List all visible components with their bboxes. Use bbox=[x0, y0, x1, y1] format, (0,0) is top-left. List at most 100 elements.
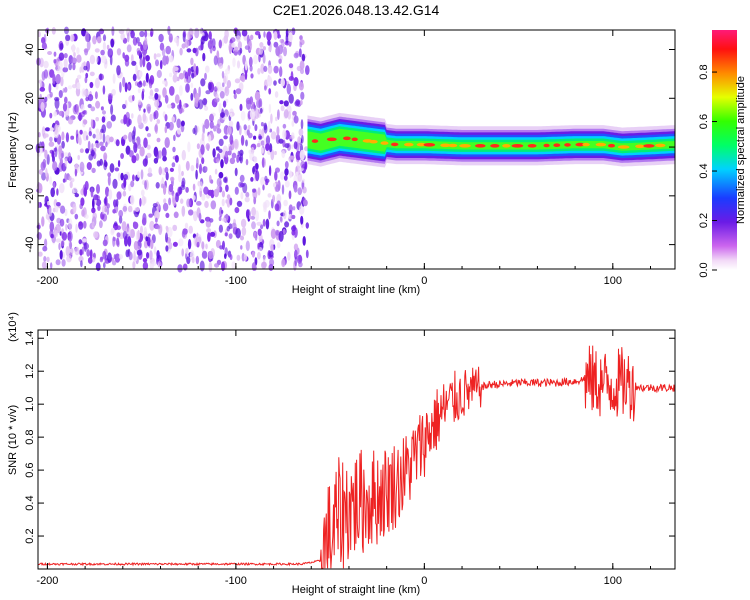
y-tick-label: 1.0 bbox=[24, 397, 36, 412]
spectrogram-cell bbox=[224, 68, 231, 75]
spectrogram-cell bbox=[49, 221, 55, 232]
spectrogram-cell bbox=[102, 85, 106, 95]
spectrogram-cell bbox=[182, 31, 186, 43]
spectrogram-cell bbox=[188, 225, 193, 234]
spectrogram-cell bbox=[276, 126, 280, 136]
spectrogram-cell bbox=[187, 67, 191, 77]
spectrogram-cell bbox=[112, 73, 116, 84]
spectrogram-cell bbox=[295, 150, 302, 161]
spectrogram-cell bbox=[209, 218, 214, 223]
spectrogram-cell bbox=[216, 123, 220, 130]
spectrogram-cell bbox=[64, 96, 68, 104]
spectrogram-cell bbox=[169, 86, 175, 96]
spectrogram-cell bbox=[153, 53, 157, 60]
spectrogram-cell bbox=[178, 172, 182, 183]
spectrogram-cell bbox=[112, 237, 116, 242]
spectrogram-cell bbox=[205, 65, 210, 73]
spectrogram-cell bbox=[214, 168, 218, 175]
spectrogram-cell bbox=[106, 44, 110, 50]
spectrogram-cell bbox=[242, 54, 246, 65]
spectrogram-cell bbox=[280, 171, 285, 180]
spectrogram-cell bbox=[145, 126, 149, 132]
spectrogram-cell bbox=[173, 199, 176, 205]
spectrogram-cell bbox=[78, 255, 84, 263]
spectrogram-cell bbox=[304, 146, 309, 152]
spectrogram-cell bbox=[168, 121, 174, 131]
spectrogram-cell bbox=[265, 135, 271, 146]
spectrogram-cell bbox=[176, 127, 182, 135]
spectrogram-cell bbox=[222, 82, 225, 88]
spectrogram-cell bbox=[267, 39, 271, 46]
spectrogram-cell bbox=[95, 143, 100, 149]
spectrogram-cell bbox=[262, 255, 266, 264]
spectrogram-cell bbox=[202, 124, 205, 135]
spectrogram-cell bbox=[139, 146, 145, 157]
spectrogram-cell bbox=[246, 99, 252, 110]
spectrogram-cell bbox=[65, 132, 69, 143]
spectrogram-cell bbox=[225, 184, 229, 192]
spectrogram-cell bbox=[65, 34, 71, 41]
spectrogram-hotspot bbox=[326, 137, 337, 142]
y-tick-label: 0.8 bbox=[24, 429, 36, 444]
spectrogram-cell bbox=[120, 119, 125, 124]
spectrogram-cell bbox=[126, 44, 132, 53]
spectrogram-cell bbox=[231, 152, 237, 159]
spectrogram-cell bbox=[111, 88, 116, 96]
colorbar-tick-label: 0.8 bbox=[698, 64, 710, 79]
spectrogram-cell bbox=[201, 35, 206, 41]
spectrogram-cell bbox=[72, 203, 77, 214]
spectrogram-hotspot bbox=[502, 144, 511, 148]
spectrogram-hotspot bbox=[391, 142, 399, 147]
spectrogram-cell bbox=[107, 172, 112, 178]
spectrogram-cell bbox=[98, 28, 105, 35]
spectrogram-cell bbox=[221, 198, 225, 207]
spectrogram-cell bbox=[43, 256, 47, 262]
spectrogram-cell bbox=[200, 144, 205, 155]
spectrogram-cell bbox=[221, 190, 225, 198]
spectrogram-cell bbox=[245, 191, 250, 198]
spectrogram-cell bbox=[162, 202, 169, 212]
spectrogram-cell bbox=[185, 83, 190, 93]
spectrogram-cell bbox=[258, 135, 263, 140]
spectrogram-cell bbox=[158, 150, 162, 159]
spectrogram-cell bbox=[148, 213, 153, 218]
spectrogram-cell bbox=[55, 83, 59, 90]
spectrogram-cell bbox=[299, 35, 303, 41]
spectrogram-cell bbox=[288, 204, 293, 213]
spectrogram-cell bbox=[193, 63, 197, 72]
spectrogram-cell bbox=[231, 261, 236, 270]
spectrogram-cell bbox=[162, 80, 167, 85]
spectrogram-cell bbox=[159, 59, 163, 70]
spectrogram-cell bbox=[52, 73, 56, 85]
spectrogram-cell bbox=[273, 80, 277, 86]
spectrogram-cell bbox=[146, 152, 152, 159]
spectrogram-cell bbox=[246, 129, 250, 136]
spectrogram-cell bbox=[60, 240, 65, 247]
spectrogram-cell bbox=[118, 215, 123, 224]
spectrogram-cell bbox=[135, 64, 138, 75]
spectrogram-cell bbox=[234, 78, 241, 84]
spectrogram-cell bbox=[106, 121, 112, 129]
colorbar-tick-label: 0.2 bbox=[698, 213, 710, 228]
spectrogram-cell bbox=[59, 183, 65, 194]
spectrogram-cell bbox=[131, 60, 137, 66]
spectrogram-cell bbox=[268, 250, 274, 258]
spectrogram-cell bbox=[221, 38, 225, 47]
spectrogram-cell bbox=[305, 222, 309, 229]
spectrogram-cell bbox=[219, 112, 226, 118]
spectrogram-cell bbox=[81, 209, 85, 217]
spectrogram-cell bbox=[199, 260, 205, 272]
spectrogram-cell bbox=[218, 102, 222, 114]
spectrogram-cell bbox=[253, 135, 257, 140]
spectrogram-cell bbox=[132, 36, 138, 46]
spectrogram-cell bbox=[155, 217, 158, 223]
spectrogram-cell bbox=[73, 52, 76, 57]
spectrogram-cell bbox=[278, 138, 284, 144]
spectrogram-cell bbox=[208, 251, 214, 260]
spectrogram-cell bbox=[156, 53, 161, 58]
spectrogram-cell bbox=[88, 131, 93, 137]
spectrogram-cell bbox=[251, 251, 255, 258]
spectrogram-cell bbox=[229, 157, 236, 165]
spectrogram-cell bbox=[133, 240, 138, 251]
